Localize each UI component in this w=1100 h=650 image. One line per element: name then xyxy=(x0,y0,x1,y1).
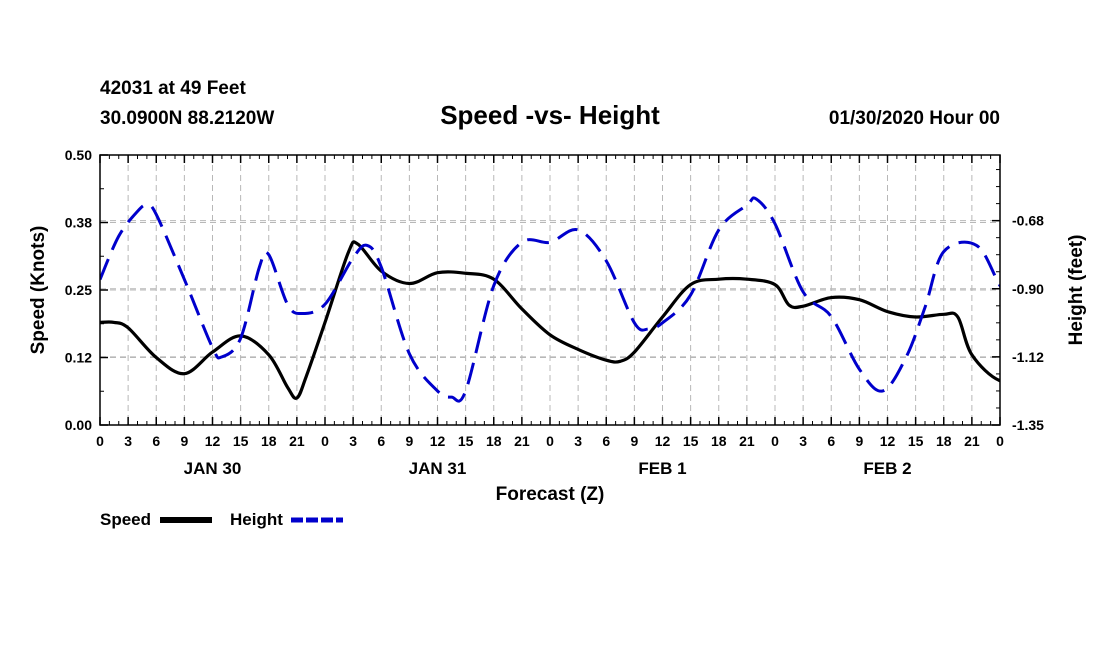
legend: Speed Height xyxy=(100,510,343,529)
speed-series-line xyxy=(100,240,1000,400)
x-tick-label: 6 xyxy=(602,433,610,449)
height-series-line xyxy=(100,196,1000,403)
series-layer xyxy=(100,196,1000,403)
chart-title: Speed -vs- Height xyxy=(440,100,660,130)
datetime-label: 01/30/2020 Hour 00 xyxy=(829,108,1000,129)
day-label: JAN 31 xyxy=(409,459,467,478)
legend-height-label: Height xyxy=(230,510,283,529)
y-right-tick-label: -0.90 xyxy=(1012,281,1044,297)
y-right-tick-label: -1.12 xyxy=(1012,349,1044,365)
x-tick-label: 9 xyxy=(405,433,413,449)
y-left-tick-label: 0.25 xyxy=(65,282,92,298)
x-tick-label: 0 xyxy=(96,433,104,449)
x-tick-label: 9 xyxy=(180,433,188,449)
x-tick-label: 21 xyxy=(514,433,530,449)
x-axis-title: Forecast (Z) xyxy=(496,484,605,505)
x-tick-label: 12 xyxy=(880,433,896,449)
x-tick-label: 6 xyxy=(827,433,835,449)
x-tick-label: 6 xyxy=(377,433,385,449)
x-tick-label: 15 xyxy=(233,433,249,449)
y-axis-left-title: Speed (Knots) xyxy=(28,226,49,355)
x-tick-label: 15 xyxy=(908,433,924,449)
x-tick-label: 0 xyxy=(771,433,779,449)
x-tick-label: 9 xyxy=(855,433,863,449)
x-tick-label: 9 xyxy=(630,433,638,449)
ticks xyxy=(99,154,1001,426)
day-label: JAN 30 xyxy=(184,459,242,478)
x-tick-label: 15 xyxy=(458,433,474,449)
x-tick-label: 0 xyxy=(321,433,329,449)
x-tick-label: 6 xyxy=(152,433,160,449)
x-tick-label: 3 xyxy=(574,433,582,449)
station-label: 42031 at 49 Feet xyxy=(100,78,246,99)
x-tick-label: 12 xyxy=(655,433,671,449)
x-tick-label: 18 xyxy=(486,433,502,449)
x-tick-label: 18 xyxy=(261,433,277,449)
y-left-tick-label: 0.50 xyxy=(65,147,92,163)
day-label: FEB 1 xyxy=(638,459,686,478)
x-tick-label: 12 xyxy=(205,433,221,449)
location-label: 30.0900N 88.2120W xyxy=(100,108,274,129)
day-label: FEB 2 xyxy=(863,459,911,478)
x-tick-label: 15 xyxy=(683,433,699,449)
x-tick-label: 18 xyxy=(936,433,952,449)
x-tick-label: 0 xyxy=(546,433,554,449)
x-tick-label: 12 xyxy=(430,433,446,449)
y-right-tick-label: -0.68 xyxy=(1012,213,1044,229)
x-tick-label: 18 xyxy=(711,433,727,449)
y-left-tick-label: 0.12 xyxy=(65,350,92,366)
x-tick-label: 3 xyxy=(124,433,132,449)
x-tick-label: 3 xyxy=(349,433,357,449)
x-tick-label: 21 xyxy=(964,433,980,449)
y-left-tick-label: 0.38 xyxy=(65,215,92,231)
y-right-tick-label: -1.35 xyxy=(1012,417,1044,433)
grid xyxy=(100,155,1000,425)
x-tick-label: 21 xyxy=(739,433,755,449)
x-tick-label: 3 xyxy=(799,433,807,449)
legend-speed-label: Speed xyxy=(100,510,151,529)
y-left-tick-label: 0.00 xyxy=(65,417,92,433)
x-tick-label: 21 xyxy=(289,433,305,449)
y-axis-right-title: Height (feet) xyxy=(1066,235,1087,346)
x-tick-label: 0 xyxy=(996,433,1004,449)
labels: 0 3 6 9 12 15 18 21 0 3 6 9 12 15 18 21 0 3 6 9 12 15 18 21 0 3 6 9… xyxy=(65,147,1044,478)
